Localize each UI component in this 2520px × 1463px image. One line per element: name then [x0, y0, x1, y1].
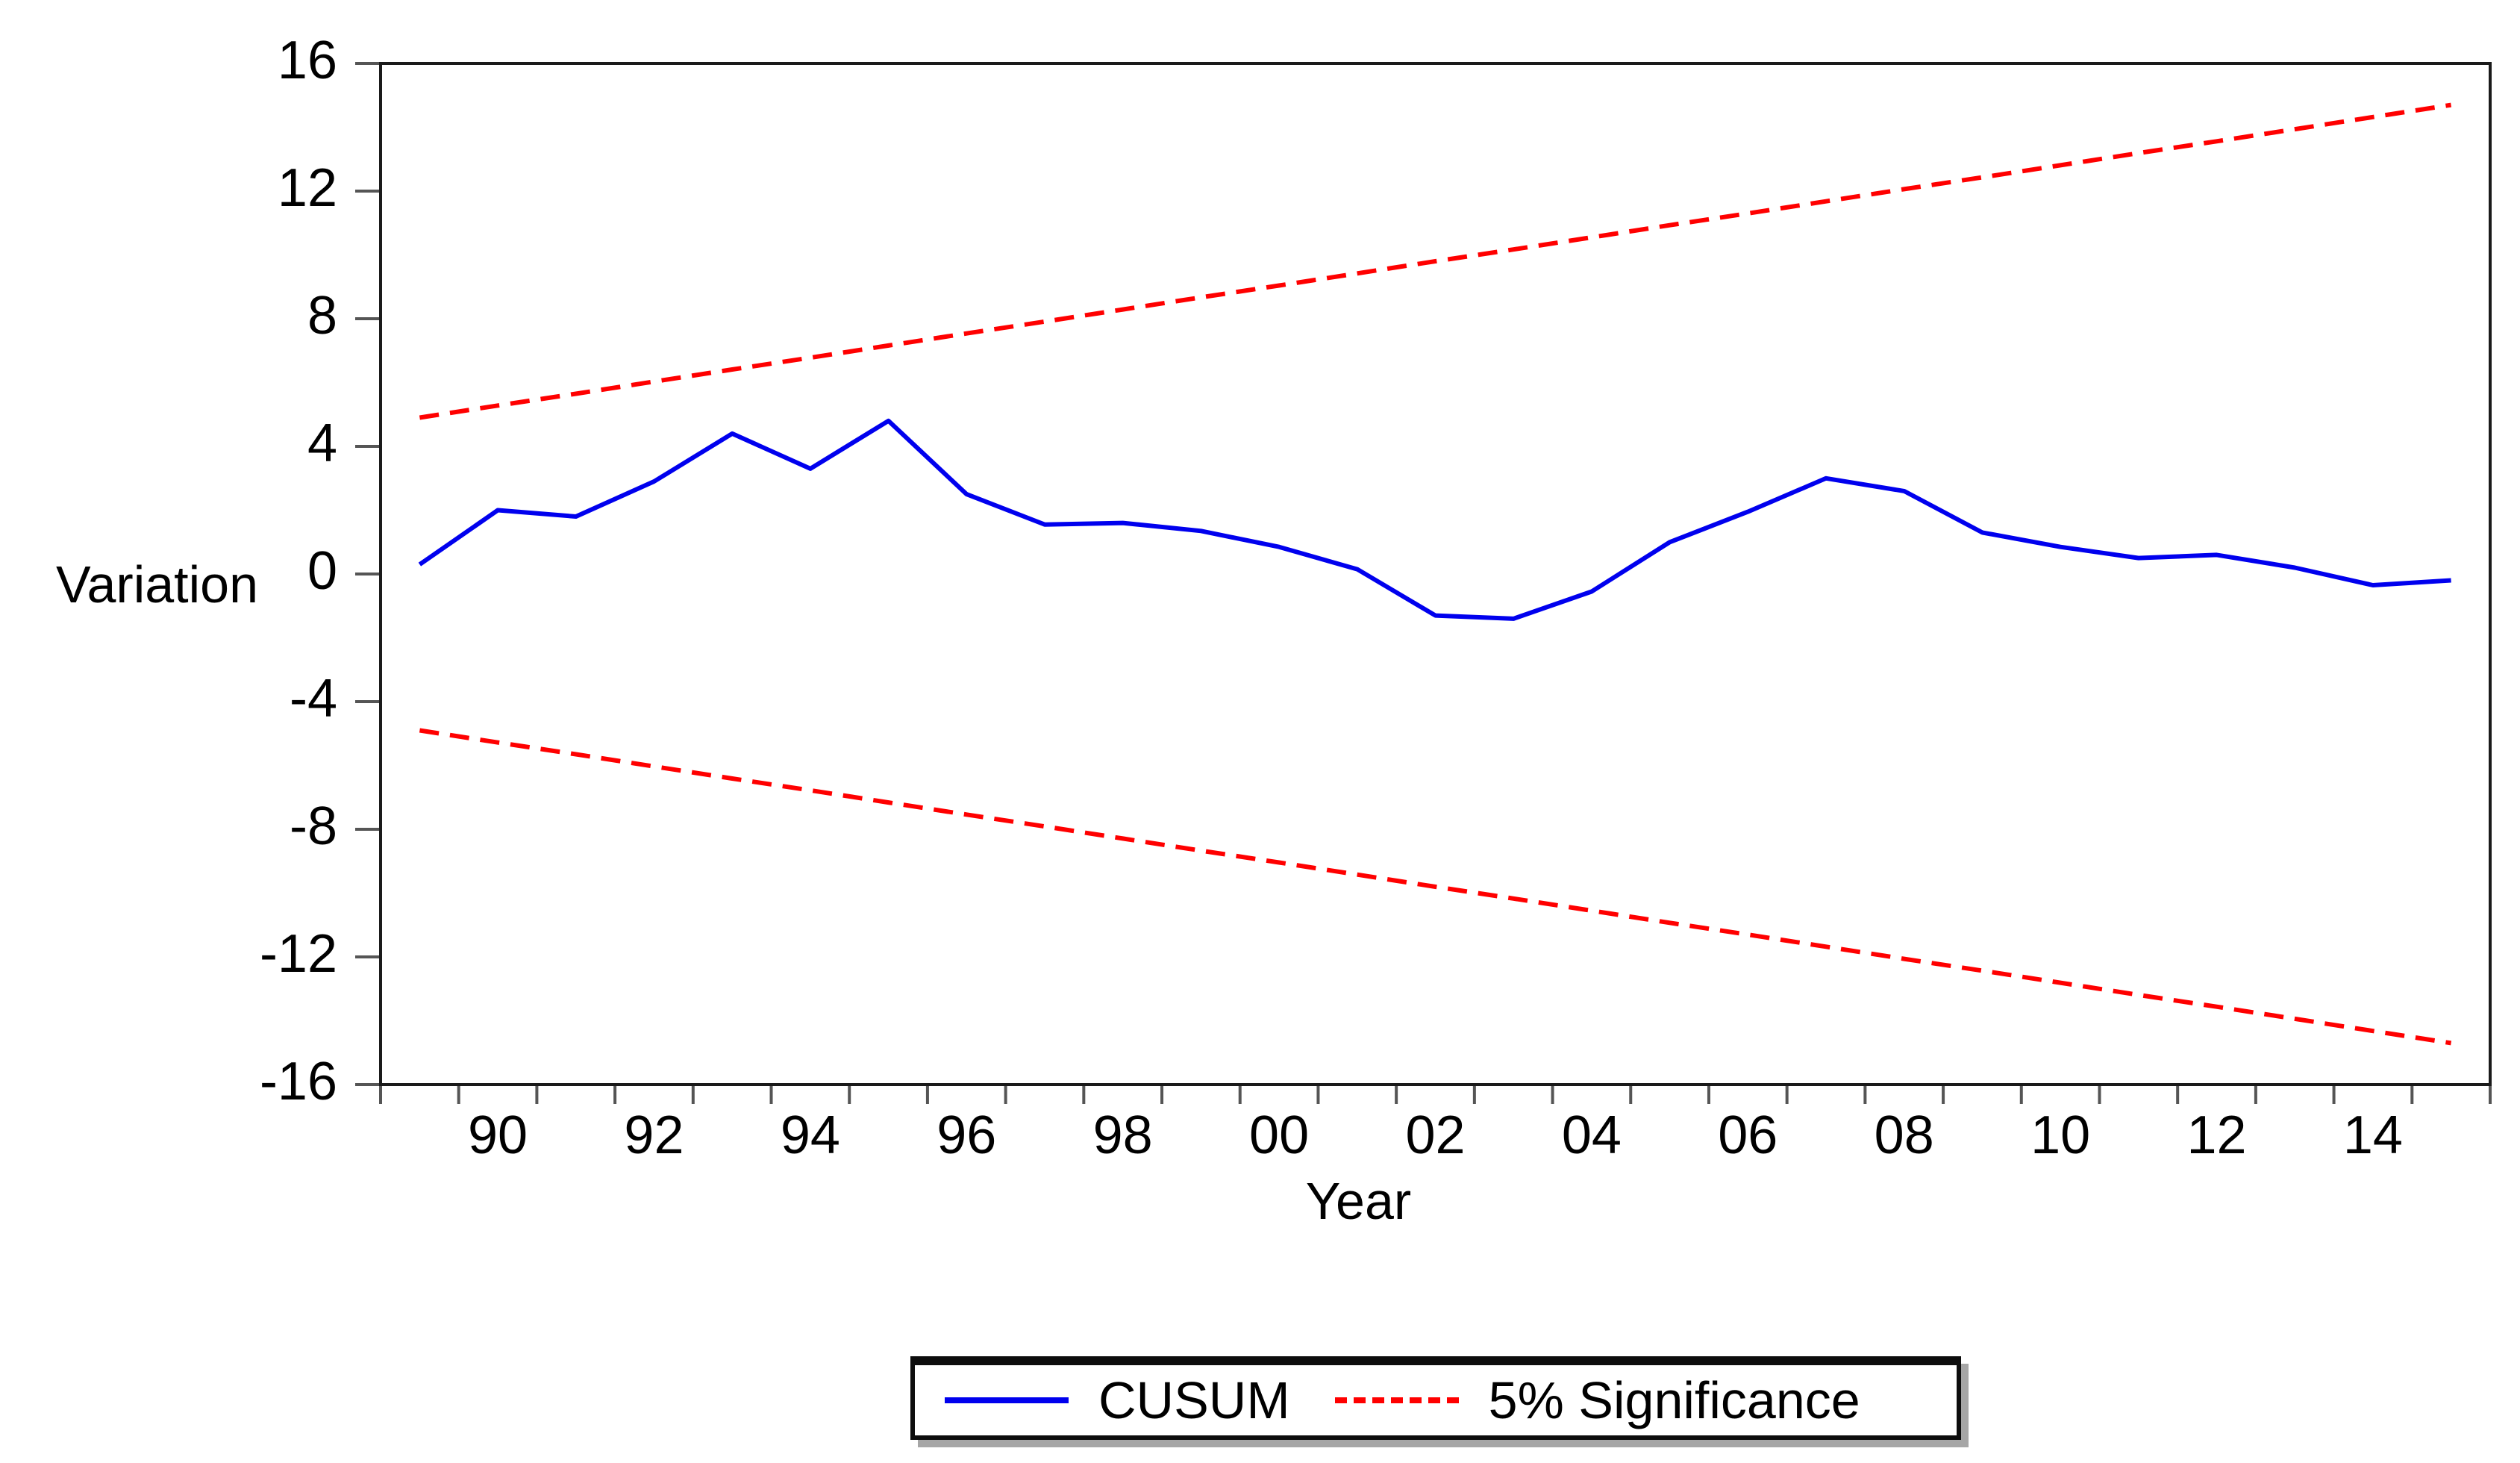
cusum-line [418, 418, 2451, 621]
x-tick-label: 00 [1249, 1105, 1309, 1165]
legend-label-cusum: CUSUM [1098, 1371, 1290, 1429]
y-tick-label: 12 [278, 158, 337, 218]
y-tick-label: -4 [290, 669, 337, 729]
y-tick-label: -8 [290, 796, 337, 856]
x-tick-label: 04 [1562, 1105, 1622, 1165]
data-series [418, 102, 2452, 1046]
y-tick-label: 8 [307, 286, 337, 346]
y-axis-title: Variation [55, 555, 259, 614]
x-tick-label: 06 [1718, 1105, 1778, 1165]
x-tick-label: 12 [2186, 1105, 2246, 1165]
y-tick-label: 16 [278, 31, 337, 90]
significance-upper-line [419, 102, 2452, 420]
x-tick-label: 08 [1875, 1105, 1934, 1165]
x-tick-label: 02 [1405, 1105, 1465, 1165]
x-tick-label: 92 [624, 1105, 684, 1165]
x-tick-label: 10 [2030, 1105, 2090, 1165]
x-tick-label: 14 [2343, 1105, 2403, 1165]
y-tick-label: 4 [307, 414, 337, 473]
axis-tick-labels: 16 12 8 4 0 -4 -8 -12 -16 90 92 94 96 98 00 02 04 06 08 10 1… [260, 31, 2403, 1165]
y-tick-label: 0 [307, 541, 337, 601]
x-tick-label: 90 [468, 1105, 528, 1165]
cusum-line-sample [945, 1397, 1069, 1403]
y-tick-label: -16 [260, 1052, 337, 1111]
x-tick-label: 98 [1093, 1105, 1153, 1165]
legend-label-significance: 5% Significance [1488, 1371, 1860, 1429]
x-tick-label: 94 [781, 1105, 840, 1165]
plot-frame [379, 62, 2492, 1086]
legend-box: CUSUM 5% Significance [910, 1356, 1961, 1440]
significance-lower-line [419, 728, 2452, 1046]
axis-ticks [355, 62, 2492, 1104]
x-tick-label: 96 [937, 1105, 996, 1165]
x-axis-title: Year [1305, 1172, 1412, 1230]
significance-line-sample [1334, 1397, 1459, 1403]
y-tick-label: -12 [260, 924, 337, 984]
